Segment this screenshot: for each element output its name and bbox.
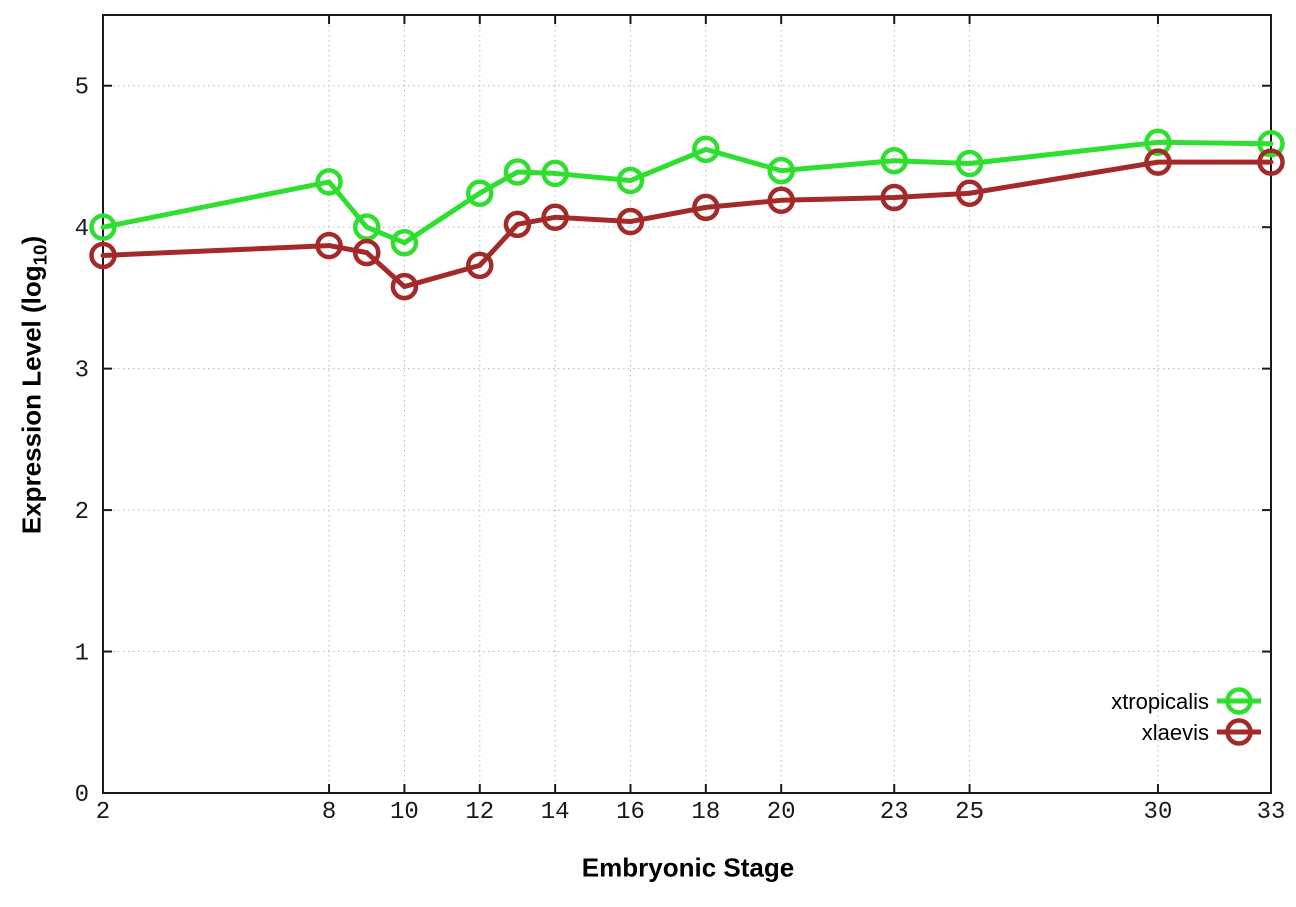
x-tick-label: 2 [96, 799, 110, 826]
data-point-xtropicalis [767, 156, 795, 185]
x-tick-label: 33 [1257, 799, 1286, 826]
x-tick-label: 8 [322, 799, 336, 826]
data-point-xlaevis [616, 207, 645, 236]
x-tick-label: 30 [1144, 799, 1173, 826]
data-point-xtropicalis [1144, 128, 1172, 157]
data-point-xtropicalis [616, 166, 645, 195]
plot-frame [102, 14, 1272, 794]
x-tick-label: 10 [390, 799, 419, 826]
legend-label-xlaevis: xlaevis [1142, 720, 1209, 745]
y-axis-label-suffix: ) [16, 235, 47, 245]
data-point-xtropicalis [1257, 129, 1285, 158]
x-tick-label: 18 [691, 799, 720, 826]
data-point-xtropicalis [315, 168, 343, 196]
data-point-xlaevis [466, 251, 494, 280]
data-point-xlaevis [352, 238, 381, 267]
data-point-xlaevis [880, 183, 908, 212]
data-point-xtropicalis [955, 149, 984, 178]
x-tick-label: 23 [880, 799, 909, 826]
y-axis-label-text: Expression Level (log [16, 265, 47, 535]
data-point-xlaevis [767, 186, 795, 215]
y-tick-label: 2 [75, 499, 89, 526]
legend-marker [1225, 718, 1253, 746]
data-point-xtropicalis [880, 146, 908, 175]
data-point-xtropicalis [503, 158, 532, 186]
x-tick-label: 16 [616, 799, 645, 826]
y-tick-label: 1 [75, 641, 89, 668]
x-tick-label: 25 [955, 799, 984, 826]
series-line-xlaevis [100, 159, 1274, 290]
x-tick-label: 14 [541, 799, 570, 826]
y-axis-label-subscript: 10 [29, 244, 51, 266]
data-point-xlaevis [315, 231, 343, 260]
data-point-xlaevis [503, 210, 532, 239]
data-point-xtropicalis [466, 179, 494, 207]
data-point-xtropicalis [89, 213, 117, 241]
data-point-xtropicalis [390, 228, 419, 257]
data-point-xlaevis [390, 272, 419, 301]
y-axis-label: Expression Level (log10) [16, 236, 51, 534]
legend-marker [1225, 687, 1253, 715]
data-point-xlaevis [692, 193, 720, 222]
data-point-xlaevis [541, 203, 569, 232]
x-tick-label: 20 [767, 799, 796, 826]
data-point-xtropicalis [352, 213, 381, 241]
x-tick-label: 12 [465, 799, 494, 826]
data-point-xtropicalis [541, 159, 569, 188]
data-point-xlaevis [1257, 148, 1285, 176]
data-point-xlaevis [89, 241, 117, 270]
data-point-xlaevis [955, 179, 984, 207]
y-tick-label: 3 [75, 358, 89, 385]
y-tick-label: 4 [75, 216, 89, 243]
y-tick-label: 5 [75, 75, 89, 102]
y-tick-label: 0 [75, 782, 89, 809]
data-point-xtropicalis [692, 135, 720, 164]
data-point-xlaevis [1144, 148, 1172, 176]
legend-label-xtropicalis: xtropicalis [1111, 689, 1209, 714]
x-axis-label: Embryonic Stage [581, 852, 795, 883]
